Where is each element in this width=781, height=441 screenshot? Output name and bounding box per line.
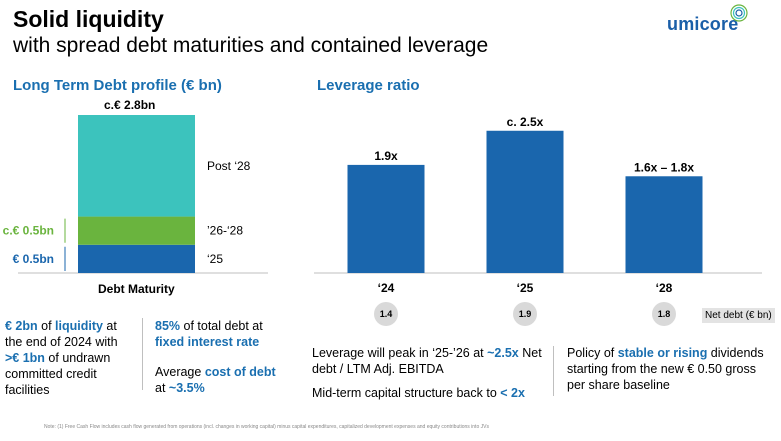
segment-category-label: Post ‘28	[207, 159, 251, 173]
umicore-logo-icon	[730, 4, 748, 22]
debt-profile-heading: Long Term Debt profile (€ bn)	[13, 77, 222, 94]
bar-value-label: 1.9x	[374, 149, 398, 163]
leverage-heading: Leverage ratio	[317, 77, 420, 94]
stack-segment	[78, 216, 195, 245]
liquidity-note: € 2bn of liquidity at the end of 2024 wi…	[5, 319, 118, 397]
footnote: Note: (1) Free Cash Flow includes cash f…	[44, 424, 489, 430]
divider	[553, 346, 554, 396]
company-logo-text: umicore	[667, 14, 739, 34]
dividend-note: Policy of stable or rising dividends sta…	[567, 346, 764, 392]
leverage-bar	[625, 176, 703, 273]
stack-segment	[78, 244, 195, 273]
net-debt-badge: 1.4	[374, 302, 398, 326]
net-debt-badge: 1.8	[652, 302, 676, 326]
midterm-note: Mid-term capital structure back to < 2x	[312, 386, 525, 400]
segment-category-label: ‘25	[207, 252, 223, 266]
leverage-peak-note: Leverage will peak in ‘25-’26 at ~2.5x N…	[312, 346, 542, 376]
debt-profile-chart: ‘25 € 0.5bn ’26-‘28 c.€ 0.5bn Post ‘28	[3, 115, 268, 274]
divider	[142, 318, 143, 390]
segment-category-label: ’26-‘28	[207, 224, 243, 238]
net-debt-badge: 1.9	[513, 302, 537, 326]
bar-value-label: 1.6x – 1.8x	[634, 160, 694, 174]
segment-value-label: € 0.5bn	[13, 252, 54, 266]
x-tick-label: ‘25	[517, 281, 534, 295]
page-subtitle: with spread debt maturities and containe…	[13, 34, 489, 57]
page-title: Solid liquidity	[13, 6, 164, 32]
cost-of-debt-note: Average cost of debt at ~3.5%	[155, 365, 276, 395]
fixed-rate-note: 85% of total debt at fixed interest rate	[155, 319, 263, 349]
segment-value-label: c.€ 0.5bn	[3, 224, 54, 238]
bar-value-label: c. 2.5x	[507, 115, 544, 129]
leverage-bar	[486, 130, 564, 273]
leverage-bar	[347, 164, 425, 273]
stack-segment	[78, 115, 195, 217]
x-tick-label: ‘28	[656, 281, 673, 295]
leverage-chart: 1.9x ‘24 c. 2.5x ‘25 1.6x – 1.8x ‘28	[314, 115, 762, 295]
net-debt-label: Net debt (€ bn)	[702, 308, 775, 323]
total-debt-label: c.€ 2.8bn	[104, 98, 156, 112]
x-tick-label: ‘24	[378, 281, 395, 295]
debt-axis-label: Debt Maturity	[98, 282, 175, 296]
